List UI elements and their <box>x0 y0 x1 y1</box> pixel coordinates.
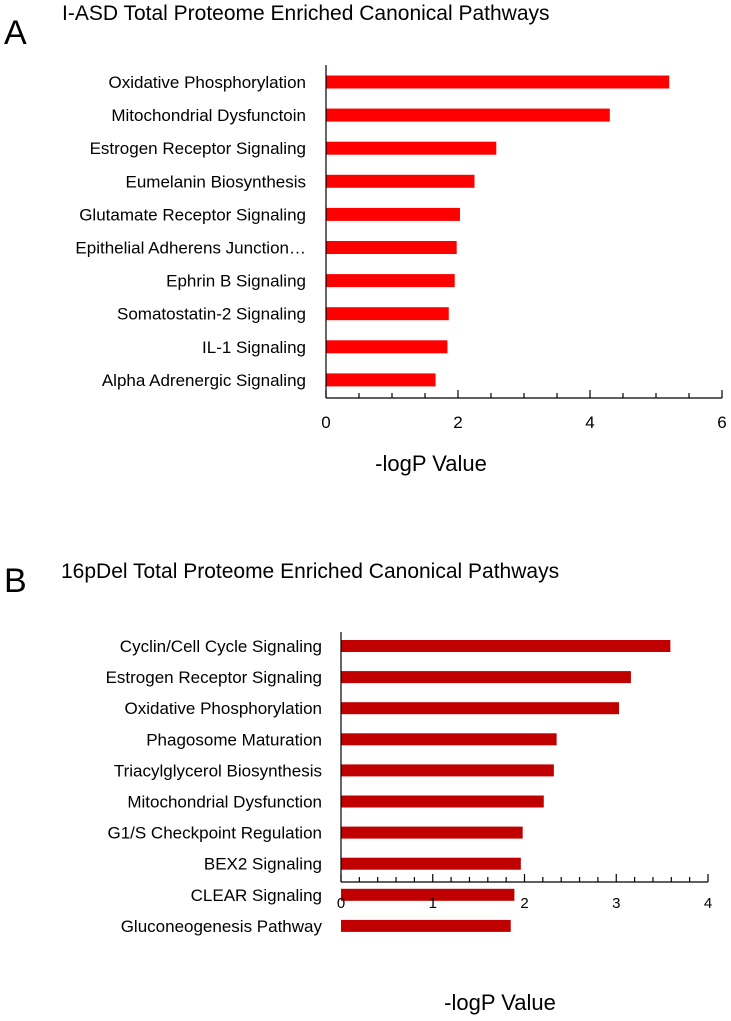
x-tick-label: 2 <box>453 413 462 432</box>
bar-3 <box>326 141 497 155</box>
category-label: Mitochondrial Dysfunctoin <box>111 106 306 125</box>
bar-5 <box>326 207 460 221</box>
panel-letter: B <box>4 562 27 600</box>
chart-title: I-ASD Total Proteome Enriched Canonical … <box>62 2 550 25</box>
category-label: Triacylglycerol Biosynthesis <box>114 761 322 780</box>
category-label: Estrogen Receptor Signaling <box>106 668 322 687</box>
category-label: Estrogen Receptor Signaling <box>90 139 306 158</box>
category-label: Cyclin/Cell Cycle Signaling <box>120 637 322 656</box>
category-label: Oxidative Phosphorylation <box>124 699 322 718</box>
bar-8 <box>326 307 449 321</box>
bar-7 <box>341 826 523 839</box>
category-label: G1/S Checkpoint Regulation <box>107 824 322 843</box>
category-label: IL-1 Signaling <box>202 338 306 357</box>
chart-title: 16pDel Total Proteome Enriched Canonical… <box>61 560 559 583</box>
bar-10 <box>326 373 436 387</box>
bar-2 <box>326 108 610 122</box>
bar-6 <box>326 241 457 254</box>
category-label: Oxidative Phosphorylation <box>108 73 306 92</box>
x-axis-label: -logP Value <box>375 451 487 476</box>
category-label: Eumelanin Biosynthesis <box>126 172 306 191</box>
category-label: CLEAR Signaling <box>191 886 322 905</box>
panel-letter: A <box>4 14 27 52</box>
category-label: BEX2 Signaling <box>204 855 322 874</box>
category-label: Gluconeogenesis Pathway <box>121 917 323 936</box>
panel-a-chart: A I-ASD Total Proteome Enriched Canonical… <box>4 2 727 476</box>
category-label: Epithelial Adherens Junction… <box>75 239 306 258</box>
x-tick-label: 4 <box>585 413 594 432</box>
x-tick-label: 4 <box>704 895 712 912</box>
category-label: Ephrin B Signaling <box>166 272 306 291</box>
category-label: Alpha Adrenergic Signaling <box>102 371 306 390</box>
bar-1 <box>341 640 671 652</box>
bar-8 <box>341 857 521 870</box>
category-label: Phagosome Maturation <box>146 730 322 749</box>
bar-4 <box>326 174 475 188</box>
bar-2 <box>341 671 631 684</box>
bar-7 <box>326 274 455 288</box>
x-tick-label: 3 <box>612 895 620 912</box>
x-tick-label: 6 <box>717 413 726 432</box>
category-label: Somatostatin-2 Signaling <box>117 305 306 324</box>
x-tick-label: 1 <box>429 895 437 912</box>
bar-3 <box>341 702 620 715</box>
bar-9 <box>326 340 448 354</box>
x-tick-label: 0 <box>337 895 345 912</box>
bar-10 <box>341 919 511 932</box>
x-axis-label: -logP Value <box>444 990 556 1015</box>
category-label: Mitochondrial Dysfunction <box>127 793 322 812</box>
category-label: Glutamate Receptor Signaling <box>79 205 306 224</box>
bar-6 <box>341 795 544 808</box>
x-tick-label: 0 <box>321 413 330 432</box>
bar-5 <box>341 764 554 777</box>
bar-4 <box>341 733 557 746</box>
panel-b-chart: B 16pDel Total Proteome Enriched Canonica… <box>4 560 712 1015</box>
x-tick-label: 2 <box>520 895 528 912</box>
bar-9 <box>341 888 515 901</box>
bar-1 <box>326 75 670 89</box>
